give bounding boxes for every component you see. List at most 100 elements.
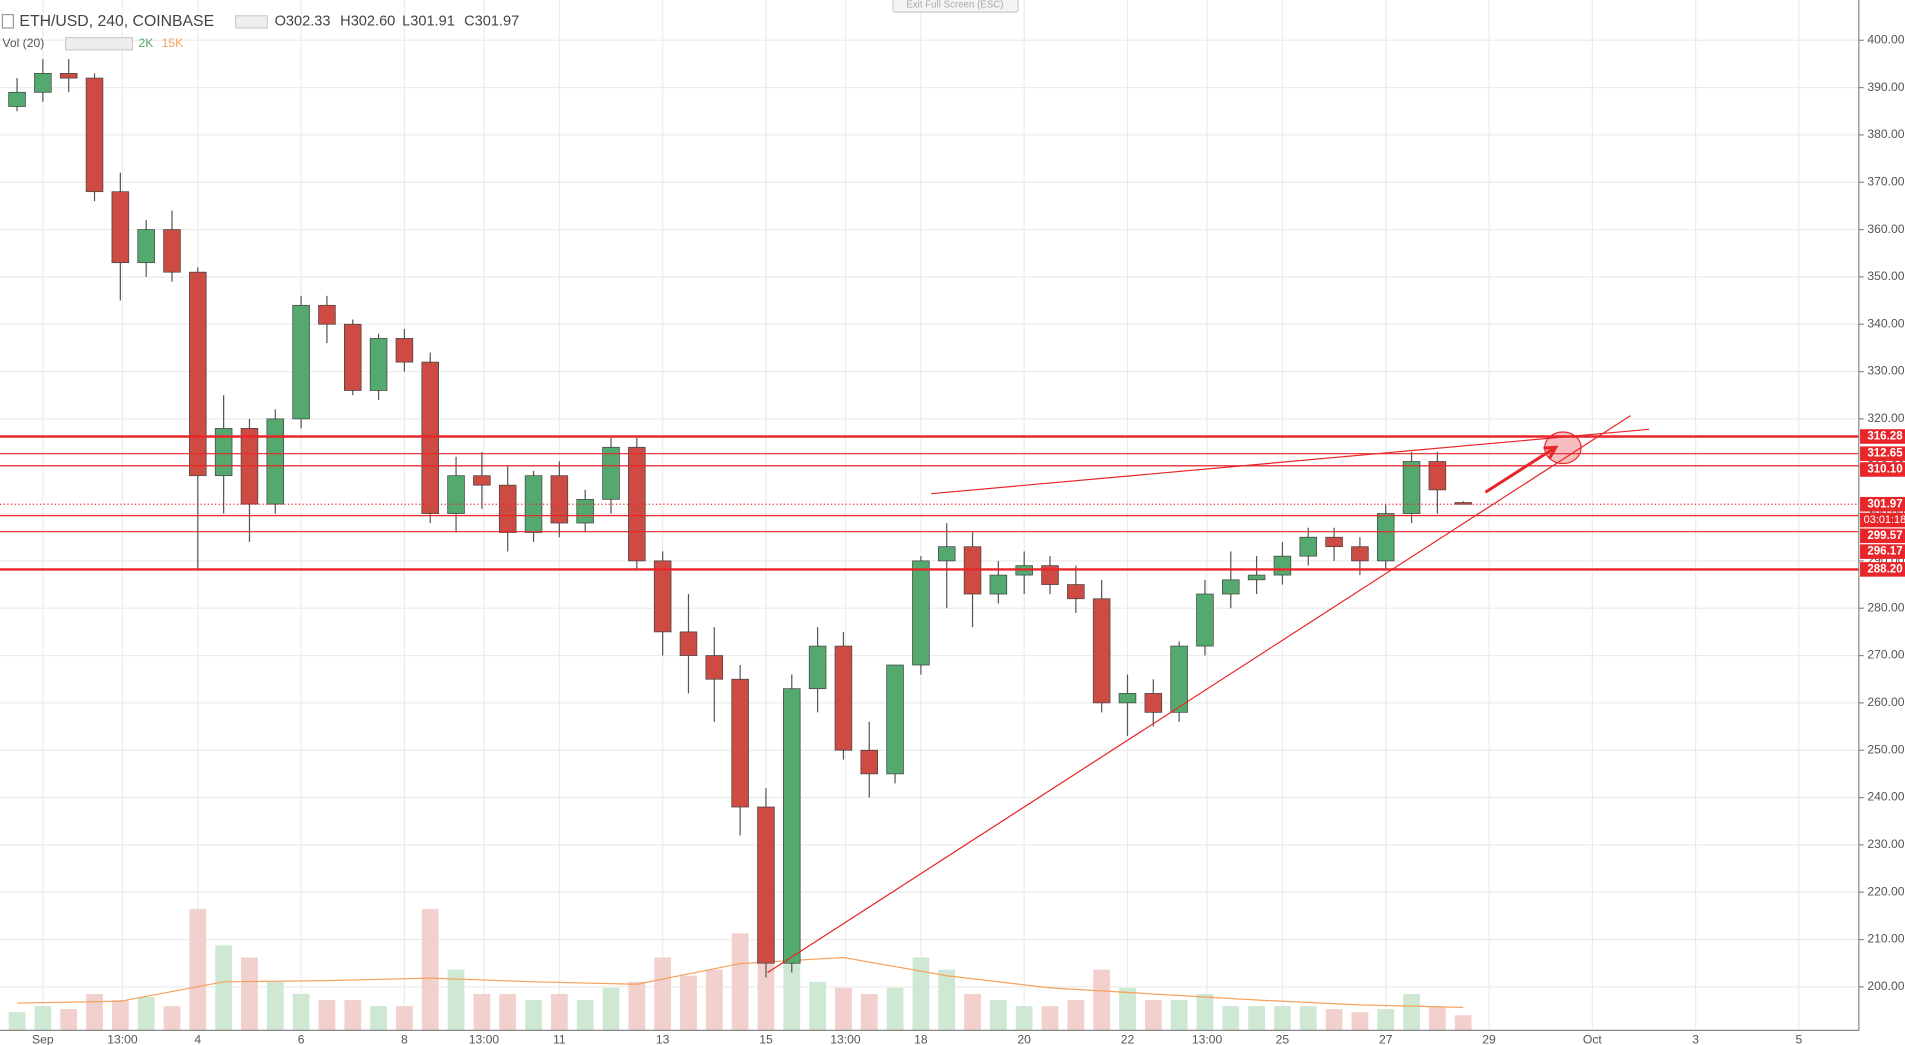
volume-bar bbox=[241, 957, 258, 1031]
volume-bar bbox=[266, 981, 284, 1031]
arrow bbox=[1484, 446, 1557, 494]
candle-body bbox=[524, 475, 543, 533]
trend-line bbox=[931, 428, 1650, 495]
candle-body bbox=[1428, 461, 1447, 491]
volume-bar bbox=[1067, 1000, 1085, 1031]
x-tick-label: Oct bbox=[1583, 1032, 1603, 1045]
candle-body bbox=[576, 498, 594, 524]
collapse-icon[interactable] bbox=[1, 13, 14, 29]
volume-bar bbox=[137, 997, 155, 1031]
volume-bar bbox=[163, 1006, 181, 1031]
volume-bar bbox=[835, 987, 852, 1031]
volume-bar bbox=[1325, 1009, 1343, 1031]
candle-body bbox=[447, 475, 465, 514]
series-icons[interactable] bbox=[235, 15, 268, 29]
candle-body bbox=[1351, 546, 1369, 562]
x-tick-label: 20 bbox=[1017, 1032, 1031, 1045]
x-tick-label: 8 bbox=[401, 1032, 408, 1045]
level-label: 296.17 bbox=[1867, 546, 1902, 558]
candle-body bbox=[912, 560, 930, 666]
candle-body bbox=[85, 77, 104, 193]
candle-body bbox=[498, 484, 517, 533]
candle-body bbox=[1454, 502, 1472, 505]
level-label: 299.57 bbox=[1867, 530, 1902, 542]
volume-bar bbox=[860, 993, 878, 1031]
volume-bar bbox=[370, 1006, 387, 1031]
volume-pane bbox=[8, 878, 1472, 1031]
level-label-box bbox=[1860, 462, 1905, 477]
volume-bar bbox=[1274, 1006, 1291, 1031]
ohlc-close: C301.97 bbox=[464, 14, 519, 30]
y-tick-label: 370.00 bbox=[1867, 174, 1904, 188]
volume-bar bbox=[1222, 1006, 1240, 1031]
x-tick-label: 13:00 bbox=[830, 1032, 861, 1045]
countdown-box bbox=[1860, 512, 1905, 528]
volume-bar bbox=[1377, 1009, 1395, 1031]
exit-fullscreen-text[interactable]: Exit Full Screen (ESC) bbox=[906, 0, 1003, 10]
volume-bar bbox=[1144, 1000, 1162, 1031]
volume-bar bbox=[86, 993, 103, 1031]
x-tick-label: 4 bbox=[194, 1032, 201, 1045]
volume-bar bbox=[292, 993, 310, 1031]
candle-body bbox=[731, 678, 749, 808]
y-tick-label: 210.00 bbox=[1867, 932, 1904, 946]
candle-body bbox=[266, 418, 285, 505]
candle-body bbox=[705, 655, 724, 680]
candle-body bbox=[860, 749, 879, 775]
level-label-box bbox=[1860, 562, 1905, 577]
y-tick-label: 330.00 bbox=[1867, 364, 1904, 378]
ohlc-open: O302.33 bbox=[275, 14, 331, 30]
volume-bar bbox=[525, 1000, 542, 1031]
volume-bar bbox=[809, 981, 826, 1031]
volume-bar bbox=[1403, 993, 1420, 1031]
candle-body bbox=[1170, 645, 1188, 713]
volume-ma-line bbox=[17, 956, 1464, 1008]
x-tick-label: 18 bbox=[914, 1032, 928, 1045]
level-label-box bbox=[1860, 544, 1905, 559]
volume-bar bbox=[705, 969, 723, 1031]
countdown: 03:01:18 bbox=[1864, 514, 1905, 526]
volume-bar bbox=[189, 908, 207, 1031]
candle-body bbox=[1247, 574, 1266, 581]
volume-icons[interactable] bbox=[64, 37, 134, 51]
y-tick-label: 230.00 bbox=[1867, 837, 1904, 851]
x-tick-label: 13:00 bbox=[1192, 1032, 1223, 1045]
level-label-box bbox=[1860, 446, 1905, 461]
y-tick-label: 240.00 bbox=[1867, 790, 1904, 804]
level-label: 310.10 bbox=[1867, 464, 1902, 476]
level-label: 312.65 bbox=[1867, 448, 1903, 460]
candle-body bbox=[163, 229, 181, 273]
y-tick-label: 360.00 bbox=[1867, 222, 1904, 236]
candle-body bbox=[137, 229, 155, 264]
candle-body bbox=[550, 475, 569, 524]
arrow-head bbox=[1543, 445, 1559, 459]
volume-bar bbox=[1248, 1006, 1266, 1031]
candle-body bbox=[937, 546, 956, 562]
x-tick-label: 6 bbox=[298, 1032, 305, 1045]
candle-body bbox=[1092, 598, 1111, 704]
x-tick-label: 29 bbox=[1482, 1032, 1496, 1045]
highlight-circle bbox=[1544, 431, 1582, 465]
candle-body bbox=[989, 574, 1008, 595]
y-tick-label: 260.00 bbox=[1867, 695, 1904, 709]
axes: 200.00 210.00 220.00 230.00 240.00 250.00 260.… bbox=[32, 32, 1905, 1045]
x-tick-label: 25 bbox=[1276, 1032, 1290, 1045]
candle-body bbox=[679, 631, 698, 656]
candles bbox=[8, 59, 1472, 978]
symbol-title: ETH/USD, 240, COINBASE bbox=[19, 13, 214, 30]
volume-bar bbox=[473, 993, 491, 1031]
volume-ma-value: 15K bbox=[162, 36, 184, 50]
volume-bar bbox=[1351, 1012, 1369, 1031]
ohlc-low: L301.91 bbox=[402, 14, 455, 30]
volume-bar bbox=[1119, 987, 1136, 1031]
x-tick-label: 13:00 bbox=[107, 1032, 138, 1045]
candle-body bbox=[473, 475, 491, 486]
exit-fullscreen-button[interactable] bbox=[892, 0, 1019, 13]
candle-body bbox=[602, 446, 620, 500]
y-tick-label: 280.00 bbox=[1867, 600, 1904, 614]
candle-body bbox=[1118, 693, 1137, 704]
volume-value: 2K bbox=[139, 36, 154, 50]
candle-body bbox=[1067, 584, 1085, 600]
y-tick-label: 350.00 bbox=[1867, 269, 1904, 283]
level-label-box bbox=[1860, 528, 1905, 544]
